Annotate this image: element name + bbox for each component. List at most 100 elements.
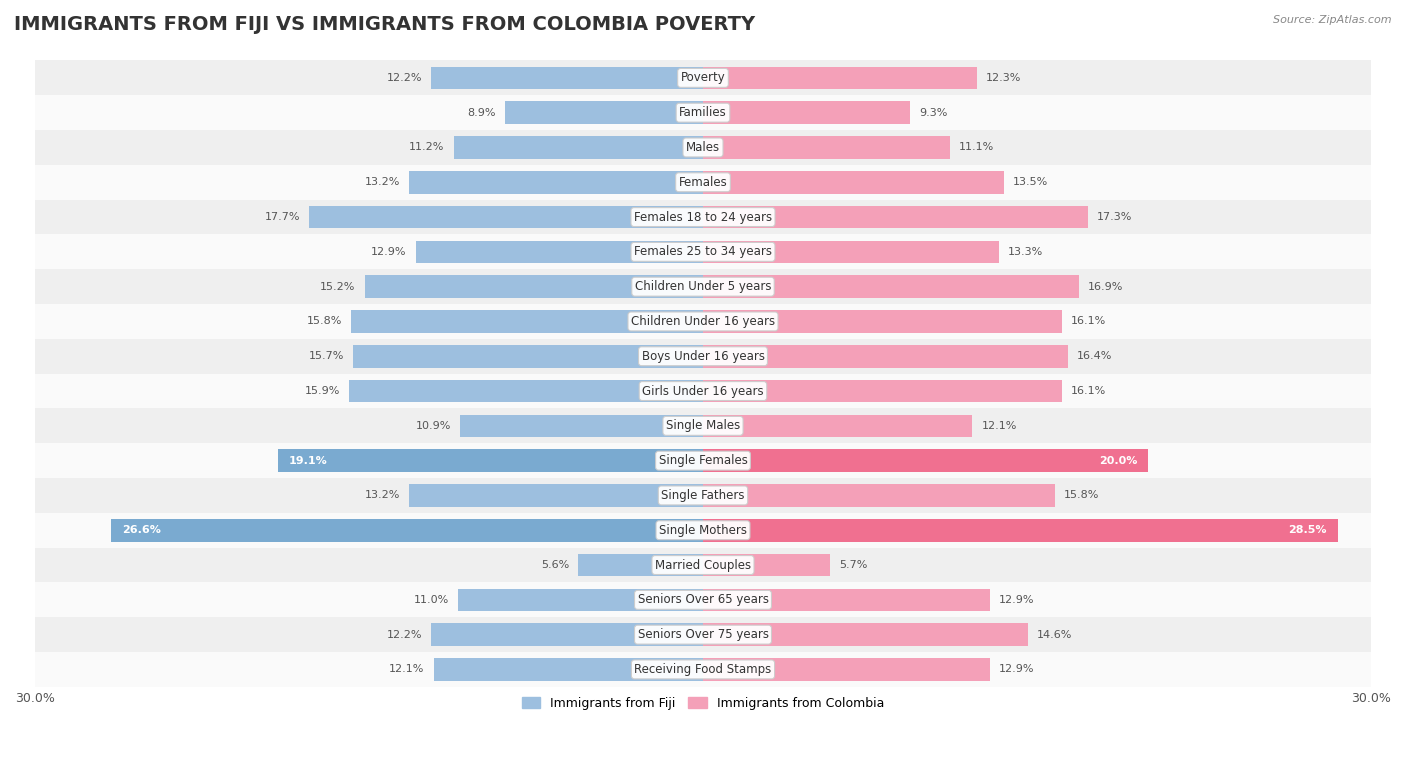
Bar (349, 380, 703, 402)
Bar (35, 234, 1371, 269)
Text: Children Under 5 years: Children Under 5 years (634, 280, 772, 293)
Text: 15.9%: 15.9% (305, 386, 340, 396)
Text: 12.2%: 12.2% (387, 630, 422, 640)
Text: Males: Males (686, 141, 720, 154)
Bar (364, 275, 703, 298)
Text: 16.4%: 16.4% (1077, 351, 1112, 362)
Text: 26.6%: 26.6% (122, 525, 160, 535)
Bar (703, 588, 990, 611)
Bar (703, 380, 1062, 402)
Text: 28.5%: 28.5% (1288, 525, 1326, 535)
Text: Families: Families (679, 106, 727, 119)
Text: 11.2%: 11.2% (409, 143, 444, 152)
Text: Single Mothers: Single Mothers (659, 524, 747, 537)
Text: 15.8%: 15.8% (307, 316, 342, 327)
Bar (703, 205, 1088, 228)
Text: 16.1%: 16.1% (1070, 386, 1105, 396)
Text: 14.6%: 14.6% (1038, 630, 1073, 640)
Bar (703, 415, 973, 437)
Bar (35, 165, 1371, 199)
Bar (35, 304, 1371, 339)
Text: 8.9%: 8.9% (467, 108, 496, 117)
Text: Married Couples: Married Couples (655, 559, 751, 572)
Text: 11.1%: 11.1% (959, 143, 994, 152)
Bar (409, 171, 703, 193)
Bar (277, 449, 703, 472)
Bar (578, 554, 703, 576)
Text: 5.6%: 5.6% (541, 560, 569, 570)
Bar (703, 519, 1337, 541)
Text: Single Females: Single Females (658, 454, 748, 467)
Bar (35, 513, 1371, 547)
Text: Single Fathers: Single Fathers (661, 489, 745, 502)
Bar (353, 345, 703, 368)
Text: Seniors Over 75 years: Seniors Over 75 years (637, 628, 769, 641)
Text: 15.7%: 15.7% (309, 351, 344, 362)
Bar (454, 136, 703, 158)
Text: 12.1%: 12.1% (981, 421, 1017, 431)
Legend: Immigrants from Fiji, Immigrants from Colombia: Immigrants from Fiji, Immigrants from Co… (516, 692, 890, 715)
Text: Poverty: Poverty (681, 71, 725, 84)
Text: 9.3%: 9.3% (920, 108, 948, 117)
Bar (703, 240, 1000, 263)
Text: 12.3%: 12.3% (986, 73, 1021, 83)
Bar (35, 269, 1371, 304)
Text: 12.9%: 12.9% (1000, 595, 1035, 605)
Text: 13.3%: 13.3% (1008, 247, 1043, 257)
Bar (703, 275, 1080, 298)
Text: 11.0%: 11.0% (413, 595, 449, 605)
Bar (35, 652, 1371, 687)
Bar (703, 102, 910, 124)
Bar (505, 102, 703, 124)
Text: Seniors Over 65 years: Seniors Over 65 years (637, 594, 769, 606)
Text: 19.1%: 19.1% (288, 456, 328, 465)
Bar (703, 623, 1028, 646)
Bar (432, 623, 703, 646)
Text: 20.0%: 20.0% (1099, 456, 1137, 465)
Bar (703, 484, 1054, 507)
Bar (309, 205, 703, 228)
Bar (35, 374, 1371, 409)
Bar (35, 130, 1371, 165)
Text: Receiving Food Stamps: Receiving Food Stamps (634, 663, 772, 676)
Text: 10.9%: 10.9% (416, 421, 451, 431)
Bar (35, 582, 1371, 617)
Bar (703, 658, 990, 681)
Text: 5.7%: 5.7% (839, 560, 868, 570)
Bar (703, 310, 1062, 333)
Text: 15.8%: 15.8% (1064, 490, 1099, 500)
Bar (35, 478, 1371, 513)
Bar (35, 61, 1371, 96)
Bar (35, 409, 1371, 443)
Bar (416, 240, 703, 263)
Text: Boys Under 16 years: Boys Under 16 years (641, 349, 765, 363)
Bar (460, 415, 703, 437)
Text: Children Under 16 years: Children Under 16 years (631, 315, 775, 328)
Bar (433, 658, 703, 681)
Bar (35, 96, 1371, 130)
Text: 16.1%: 16.1% (1070, 316, 1105, 327)
Bar (409, 484, 703, 507)
Bar (35, 547, 1371, 582)
Text: 13.2%: 13.2% (364, 177, 401, 187)
Bar (111, 519, 703, 541)
Text: Single Males: Single Males (666, 419, 740, 432)
Text: 17.7%: 17.7% (264, 212, 299, 222)
Text: Females 18 to 24 years: Females 18 to 24 years (634, 211, 772, 224)
Text: 12.9%: 12.9% (371, 247, 406, 257)
Bar (703, 136, 950, 158)
Text: 16.9%: 16.9% (1088, 282, 1123, 292)
Bar (458, 588, 703, 611)
Text: 15.2%: 15.2% (321, 282, 356, 292)
Bar (432, 67, 703, 89)
Bar (703, 171, 1004, 193)
Bar (35, 617, 1371, 652)
Bar (703, 345, 1069, 368)
Bar (703, 449, 1149, 472)
Text: Females 25 to 34 years: Females 25 to 34 years (634, 246, 772, 258)
Text: Source: ZipAtlas.com: Source: ZipAtlas.com (1274, 15, 1392, 25)
Bar (35, 199, 1371, 234)
Text: 12.2%: 12.2% (387, 73, 422, 83)
Text: 12.9%: 12.9% (1000, 665, 1035, 675)
Text: 13.2%: 13.2% (364, 490, 401, 500)
